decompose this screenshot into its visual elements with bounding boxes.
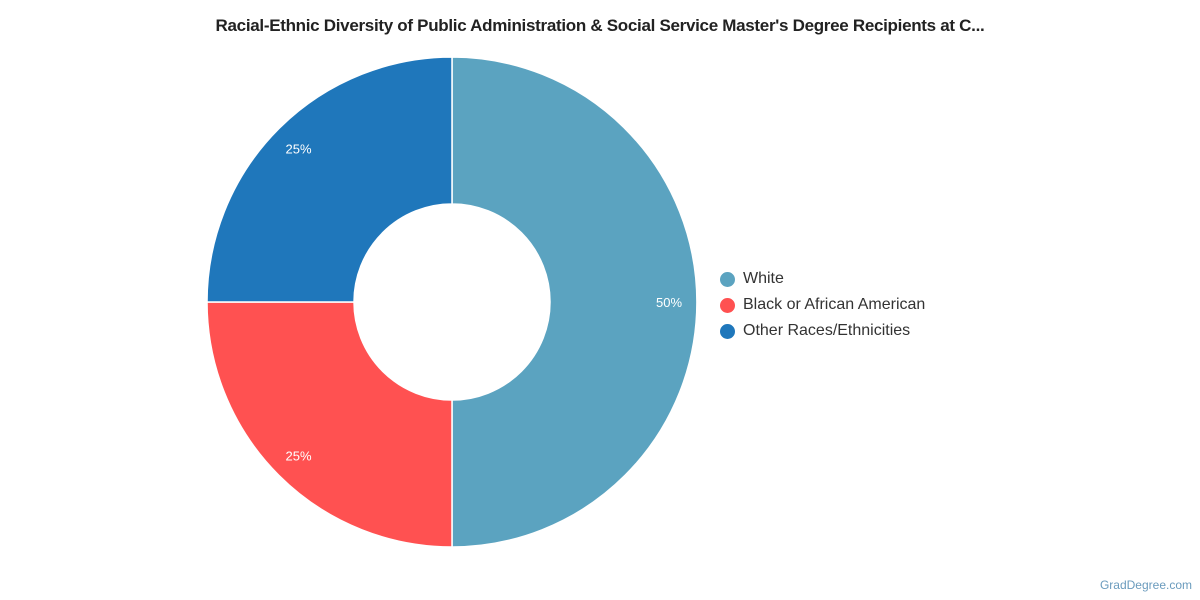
legend-label-white: White (743, 270, 784, 287)
slice-label-black: 25% (286, 448, 312, 463)
slice-label-other: 25% (286, 142, 312, 157)
legend-label-black: Black or African American (743, 296, 926, 313)
legend: White Black or African American Other Ra… (720, 266, 925, 344)
legend-item-white[interactable]: White (720, 266, 925, 292)
credit-link[interactable]: GradDegree.com (1099, 578, 1192, 592)
legend-swatch-other (720, 323, 735, 339)
slice-other[interactable] (206, 56, 453, 303)
slice-white[interactable] (451, 56, 698, 548)
legend-swatch-black (720, 297, 735, 313)
legend-item-other[interactable]: Other Races/Ethnicities (720, 318, 925, 344)
chart-title: Racial-Ethnic Diversity of Public Admini… (215, 16, 985, 35)
legend-label-other: Other Races/Ethnicities (743, 322, 911, 339)
legend-item-black[interactable]: Black or African American (720, 292, 925, 318)
slice-black[interactable] (206, 301, 453, 548)
slice-label-white: 50% (656, 295, 682, 310)
legend-swatch-white (720, 271, 735, 287)
